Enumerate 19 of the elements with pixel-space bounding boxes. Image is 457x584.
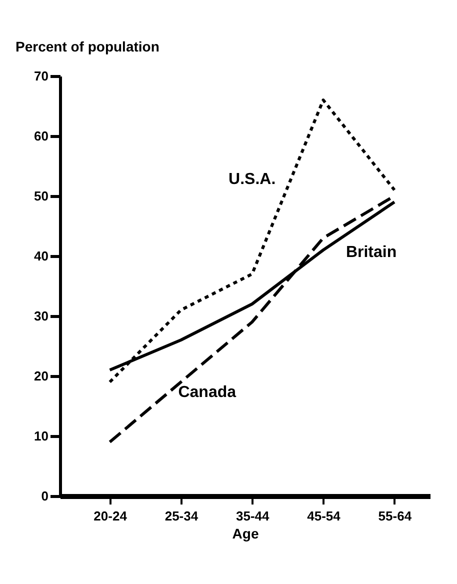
line-series: [108, 98, 396, 384]
x-tick-label: 55-64: [378, 508, 412, 524]
x-tick-label: 45-54: [307, 508, 342, 524]
x-tick-label: 25-34: [164, 508, 199, 524]
x-axis-title: Age: [232, 526, 259, 542]
y-tick-label: 60: [34, 128, 48, 144]
series-label: U.S.A.: [228, 171, 276, 188]
y-tick-label: 50: [34, 188, 48, 204]
y-tick-label: 10: [34, 428, 48, 444]
series-label: Britain: [346, 244, 397, 261]
y-tick-label: 0: [41, 488, 48, 504]
y-axis-title: Percent of population: [16, 38, 160, 54]
y-tick-label: 70: [34, 68, 48, 84]
x-tick-label: 35-44: [236, 508, 270, 524]
x-tick-label: 20-24: [94, 508, 128, 524]
y-tick-label: 30: [34, 308, 48, 324]
y-tick-label: 40: [34, 248, 48, 264]
series-label: Canada: [178, 384, 236, 401]
y-tick-label: 20: [34, 368, 48, 384]
